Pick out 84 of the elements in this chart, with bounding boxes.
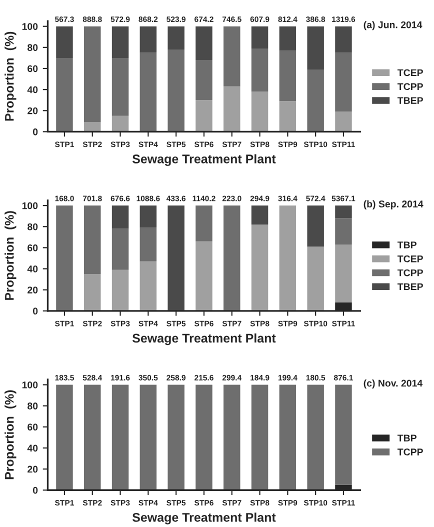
bar bbox=[56, 206, 73, 311]
bar bbox=[196, 206, 212, 242]
bar bbox=[140, 52, 157, 132]
bar bbox=[196, 241, 212, 311]
legend-label: TBP bbox=[397, 434, 416, 442]
y-tick-label: 100 bbox=[22, 23, 38, 30]
bar bbox=[307, 26, 324, 70]
legend-label: TBEP bbox=[397, 283, 423, 290]
bar bbox=[307, 246, 324, 311]
y-axis-title: Proportion (%) bbox=[4, 211, 16, 300]
bar bbox=[84, 206, 101, 274]
bar bbox=[279, 26, 296, 51]
bar bbox=[224, 86, 240, 132]
bar bbox=[251, 26, 268, 48]
y-tick-label: 80 bbox=[28, 223, 38, 230]
bar bbox=[335, 26, 352, 53]
bar bbox=[335, 218, 352, 245]
bar bbox=[279, 101, 296, 132]
bar bbox=[196, 26, 212, 60]
bar bbox=[307, 70, 324, 132]
y-tick-label: 80 bbox=[28, 44, 38, 52]
bar bbox=[112, 228, 129, 270]
bar bbox=[279, 50, 296, 102]
bar bbox=[168, 206, 184, 311]
bar bbox=[140, 26, 157, 53]
y-tick-label: 60 bbox=[28, 424, 38, 431]
bar bbox=[307, 206, 324, 247]
bar bbox=[56, 58, 73, 132]
bar bbox=[335, 206, 352, 218]
y-tick-label: 80 bbox=[28, 402, 38, 410]
y-axis-title: Proportion (%) bbox=[4, 390, 16, 480]
x-axis-title: Sewage Treatment Plant bbox=[132, 333, 276, 346]
y-tick-label: 40 bbox=[27, 266, 38, 272]
y-tick-label: 60 bbox=[28, 244, 38, 252]
bar bbox=[112, 270, 129, 311]
y-axis-title: Proportion (%) bbox=[4, 32, 16, 121]
legend-label: TCEP bbox=[397, 69, 423, 76]
bar bbox=[112, 116, 129, 132]
bar bbox=[335, 52, 352, 112]
text: (a) Jun. 2014 bbox=[364, 21, 422, 30]
legend-label: TCPP bbox=[397, 448, 423, 456]
bar bbox=[84, 122, 101, 132]
x-axis-title: Sewage Treatment Plant bbox=[132, 154, 276, 166]
bar bbox=[196, 100, 212, 132]
y-tick-label: 40 bbox=[27, 86, 38, 94]
bar bbox=[84, 26, 101, 122]
bar bbox=[140, 228, 157, 262]
bar bbox=[56, 26, 73, 58]
legend-label: TCEP bbox=[397, 255, 423, 262]
x-axis-title: Sewage Treatment Plant bbox=[132, 512, 276, 524]
y-tick-label: 40 bbox=[27, 444, 38, 452]
y-tick-label: 60 bbox=[28, 65, 38, 72]
text: (c) Nov. 2014 bbox=[364, 379, 423, 389]
bar bbox=[251, 224, 268, 311]
bar bbox=[224, 206, 240, 311]
y-tick-label: 0 bbox=[32, 128, 38, 136]
legend-label: TBEP bbox=[397, 97, 423, 104]
bar bbox=[251, 206, 268, 225]
legend-label: TCPP bbox=[397, 269, 423, 276]
bar bbox=[168, 50, 184, 132]
bar bbox=[196, 60, 212, 100]
legend-label: TCPP bbox=[397, 83, 423, 90]
y-tick-label: 0 bbox=[32, 486, 38, 494]
bar bbox=[335, 244, 352, 302]
text: (b) Sep. 2014 bbox=[364, 200, 424, 210]
bar bbox=[251, 48, 268, 92]
bar bbox=[112, 206, 129, 229]
y-tick-label: 20 bbox=[28, 466, 38, 473]
y-tick-label: 20 bbox=[28, 286, 38, 294]
y-tick-label: 20 bbox=[28, 107, 38, 114]
bar bbox=[168, 26, 184, 50]
bar bbox=[84, 274, 101, 311]
legend-label: TBP bbox=[397, 242, 416, 248]
bar bbox=[335, 112, 352, 132]
bar bbox=[112, 58, 129, 116]
bar bbox=[251, 92, 268, 132]
bar bbox=[140, 206, 157, 228]
y-tick-label: 100 bbox=[22, 381, 38, 388]
bar bbox=[224, 26, 240, 86]
bar bbox=[112, 26, 129, 58]
y-tick-label: 100 bbox=[22, 202, 38, 210]
y-tick-label: 0 bbox=[32, 308, 38, 315]
bar bbox=[140, 261, 157, 311]
bar bbox=[279, 206, 296, 311]
